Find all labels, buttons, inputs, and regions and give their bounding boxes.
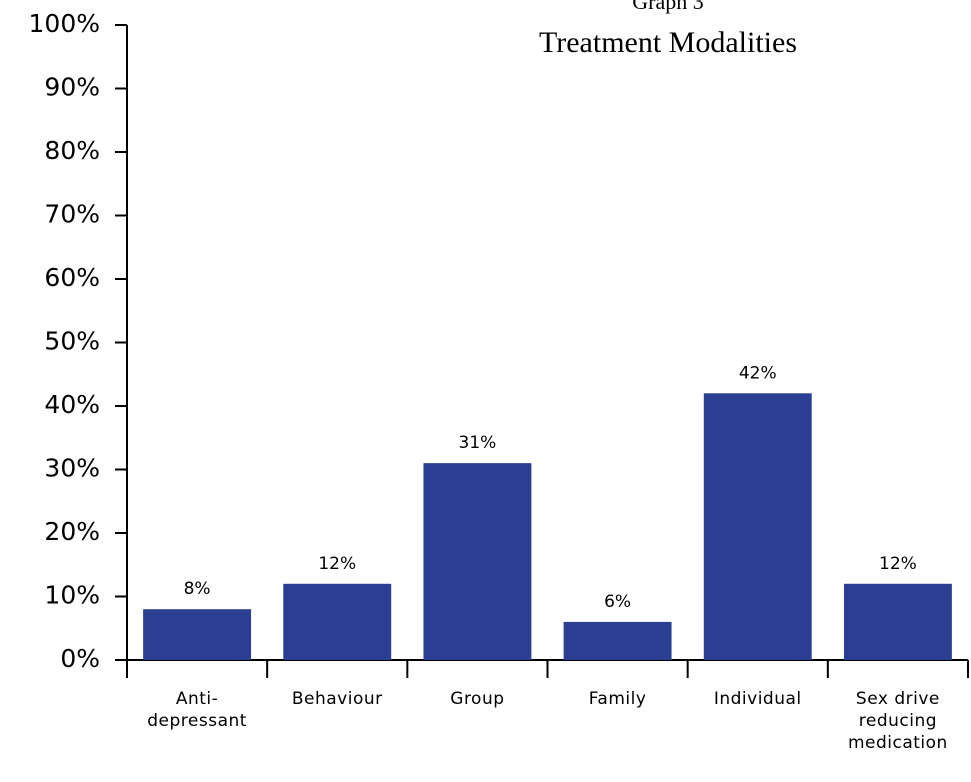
x-tick-label: Individual [713,689,802,709]
y-tick-label: 10% [44,581,100,610]
x-tick-label: Group [450,689,505,709]
y-tick-label: 90% [44,73,100,102]
y-tick-label: 60% [44,263,100,292]
y-tick-label: 30% [44,454,100,483]
x-tick-label: Anti-depressant [147,689,247,731]
y-tick-label: 20% [44,517,100,546]
y-tick-label: 80% [44,136,100,165]
value-label: 42% [739,363,777,383]
x-tick-label: Family [588,689,647,709]
value-label: 6% [604,592,631,612]
y-tick-label: 40% [44,390,100,419]
chart-title: Graph 3 [632,0,703,14]
y-tick-label: 0% [60,644,100,673]
value-label: 31% [459,433,497,453]
y-tick-label: 100% [29,9,100,38]
y-tick-label: 70% [44,200,100,229]
bar [563,621,672,660]
bar [703,393,812,660]
bar [283,583,392,660]
bar [843,583,952,660]
x-tick-label: Behaviour [291,689,383,709]
value-label: 12% [879,554,917,574]
x-tick-label: Sex drive reducing medication [847,689,948,753]
value-label: 8% [184,579,211,599]
bar [143,609,252,660]
chart-subtitle: Treatment Modalities [539,26,797,59]
value-label: 12% [318,554,356,574]
bar [423,463,532,660]
y-tick-label: 50% [44,327,100,356]
